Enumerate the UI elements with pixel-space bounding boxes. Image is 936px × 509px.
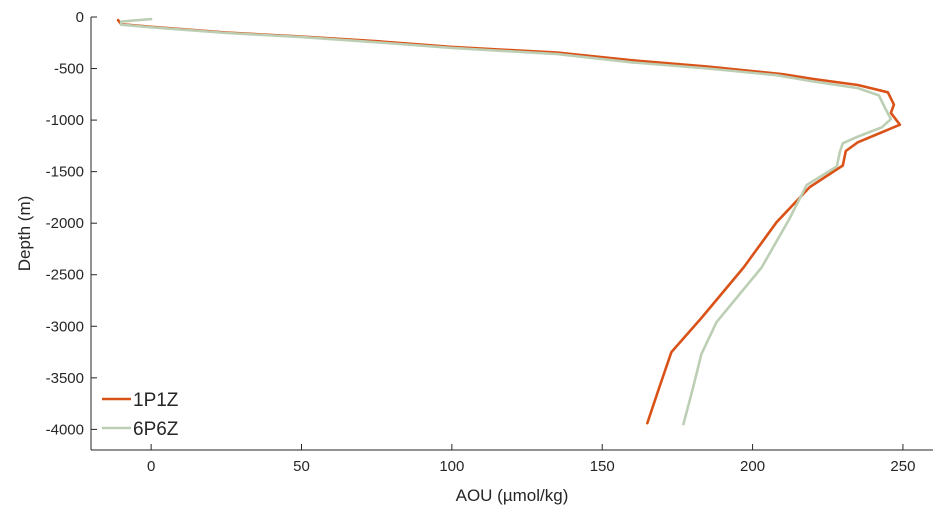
- y-tick-label: -1500: [46, 164, 84, 181]
- x-tick-label: 200: [740, 458, 765, 475]
- x-tick-label: 0: [147, 458, 155, 475]
- legend-label-1p1z: 1P1Z: [133, 390, 179, 411]
- x-tick-label: 250: [890, 458, 915, 475]
- series-line-6p6z: [119, 17, 893, 426]
- y-tick-label: -3000: [46, 318, 84, 335]
- y-tick-label: -1000: [46, 112, 84, 129]
- y-tick-label: -2500: [46, 267, 84, 284]
- y-tick-label: -500: [54, 61, 84, 78]
- series-layer: [116, 17, 902, 426]
- y-axis-title: Depth (m): [15, 196, 34, 272]
- ticks-layer: 0 50 100 150 200 250 0 -500 -1000 -1500 -2000 -2500…: [46, 9, 916, 475]
- y-tick-label: -3500: [46, 370, 84, 387]
- legend-label-6p6z: 6P6Z: [133, 419, 179, 440]
- plot-area: [91, 17, 933, 450]
- x-axis-title: AOU (µmol/kg): [456, 486, 569, 505]
- plot-background: [91, 17, 933, 450]
- y-tick-label: -4000: [46, 421, 84, 438]
- x-tick-label: 50: [293, 458, 310, 475]
- y-tick-label: -2000: [46, 215, 84, 232]
- x-tick-label: 100: [439, 458, 464, 475]
- legend: 1P1Z 6P6Z: [102, 390, 179, 440]
- x-tick-label: 150: [590, 458, 615, 475]
- y-tick-label: 0: [76, 9, 84, 26]
